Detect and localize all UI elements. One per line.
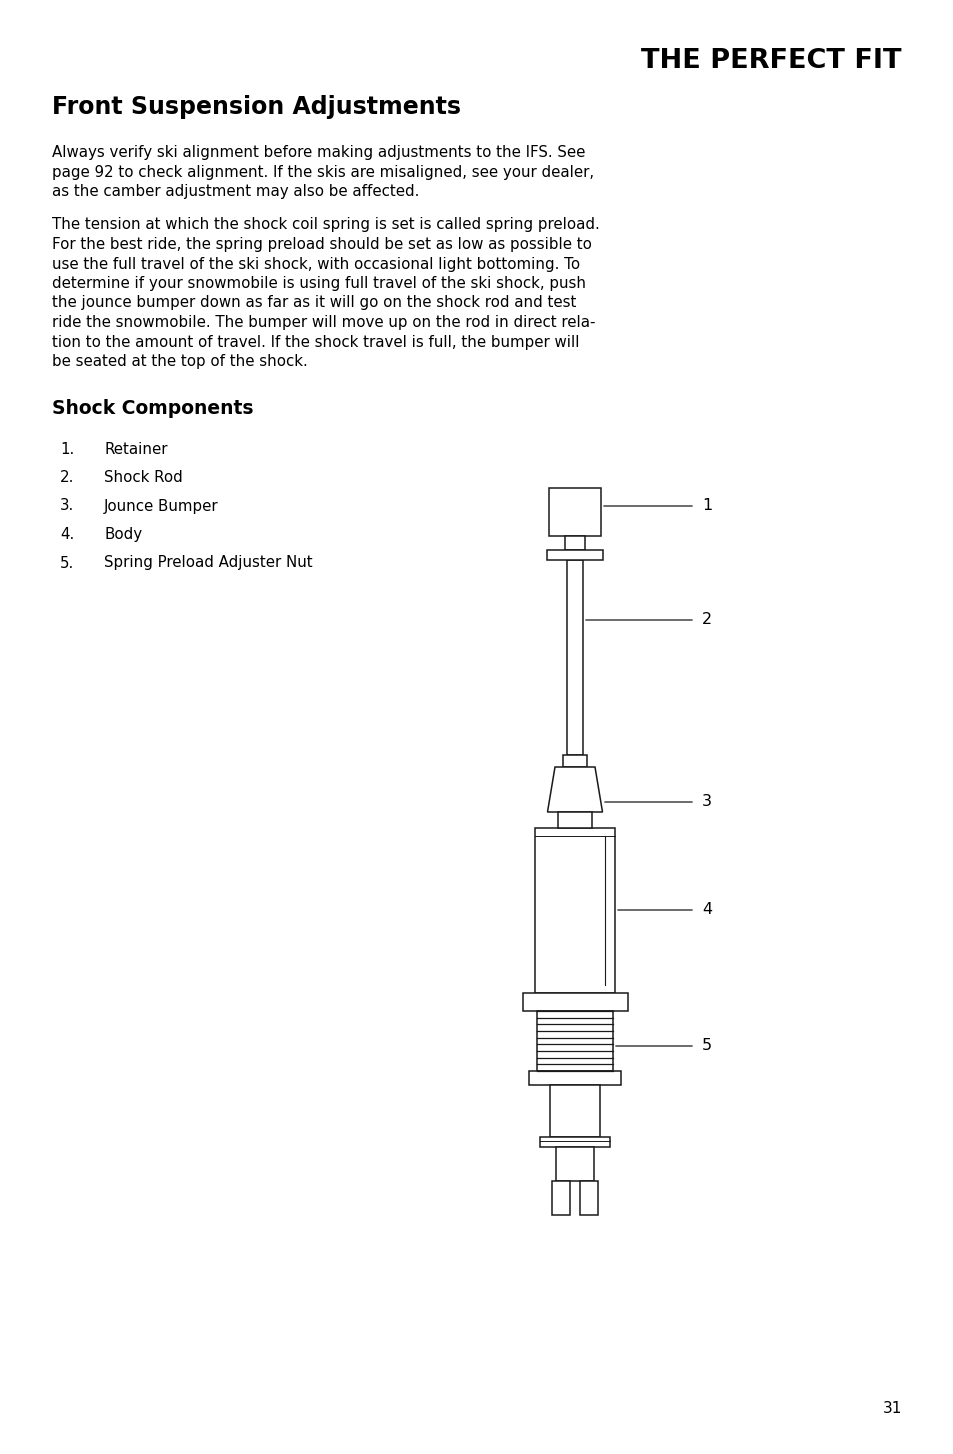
- Text: Jounce Bumper: Jounce Bumper: [104, 499, 218, 513]
- Text: 5.: 5.: [60, 555, 74, 570]
- Text: tion to the amount of travel. If the shock travel is full, the bumper will: tion to the amount of travel. If the sho…: [52, 334, 578, 349]
- Text: Shock Components: Shock Components: [52, 400, 253, 419]
- Bar: [556, 1147, 594, 1181]
- Text: use the full travel of the ski shock, with occasional light bottoming. To: use the full travel of the ski shock, wi…: [52, 256, 579, 272]
- Text: THE PERFECT FIT: THE PERFECT FIT: [640, 48, 901, 74]
- Text: ride the snowmobile. The bumper will move up on the rod in direct rela-: ride the snowmobile. The bumper will mov…: [52, 316, 595, 330]
- Text: 4: 4: [701, 903, 711, 917]
- Text: Body: Body: [104, 526, 142, 542]
- Text: Front Suspension Adjustments: Front Suspension Adjustments: [52, 95, 460, 119]
- Bar: [546, 550, 602, 560]
- Text: 2.: 2.: [60, 470, 74, 486]
- Bar: [562, 755, 586, 768]
- Bar: [564, 537, 584, 550]
- Text: 5: 5: [701, 1038, 711, 1054]
- Text: 1.: 1.: [60, 442, 74, 457]
- Text: be seated at the top of the shock.: be seated at the top of the shock.: [52, 353, 308, 369]
- Bar: [548, 489, 600, 537]
- Bar: [579, 1181, 598, 1216]
- Text: Shock Rod: Shock Rod: [104, 470, 183, 486]
- Text: 31: 31: [882, 1402, 901, 1416]
- Bar: [558, 811, 592, 827]
- Bar: [522, 993, 627, 1011]
- Bar: [539, 1137, 609, 1147]
- Text: 3: 3: [701, 794, 711, 810]
- Bar: [529, 1072, 620, 1085]
- Text: 3.: 3.: [60, 499, 74, 513]
- Polygon shape: [547, 768, 602, 811]
- Text: 4.: 4.: [60, 526, 74, 542]
- Bar: [566, 560, 582, 755]
- Bar: [535, 827, 615, 993]
- Text: Spring Preload Adjuster Nut: Spring Preload Adjuster Nut: [104, 555, 313, 570]
- Text: Always verify ski alignment before making adjustments to the IFS. See: Always verify ski alignment before makin…: [52, 145, 585, 160]
- Text: For the best ride, the spring preload should be set as low as possible to: For the best ride, the spring preload sh…: [52, 237, 591, 252]
- Text: as the camber adjustment may also be affected.: as the camber adjustment may also be aff…: [52, 185, 419, 199]
- Text: 1: 1: [701, 499, 712, 513]
- Text: page 92 to check alignment. If the skis are misaligned, see your dealer,: page 92 to check alignment. If the skis …: [52, 164, 594, 179]
- Text: the jounce bumper down as far as it will go on the shock rod and test: the jounce bumper down as far as it will…: [52, 295, 576, 311]
- Bar: [550, 1085, 599, 1137]
- Text: The tension at which the shock coil spring is set is called spring preload.: The tension at which the shock coil spri…: [52, 218, 599, 233]
- Text: 2: 2: [701, 612, 711, 628]
- Text: Retainer: Retainer: [104, 442, 168, 457]
- Bar: [552, 1181, 569, 1216]
- Text: determine if your snowmobile is using full travel of the ski shock, push: determine if your snowmobile is using fu…: [52, 276, 585, 291]
- Bar: [537, 1011, 613, 1072]
